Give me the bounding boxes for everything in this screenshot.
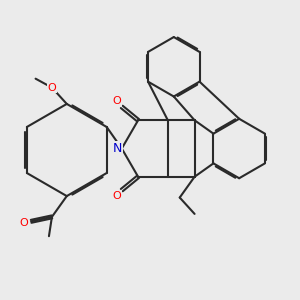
Text: N: N <box>112 142 122 155</box>
Text: O: O <box>47 82 56 93</box>
Text: O: O <box>112 191 121 201</box>
Text: O: O <box>19 218 28 228</box>
Text: O: O <box>112 96 121 106</box>
